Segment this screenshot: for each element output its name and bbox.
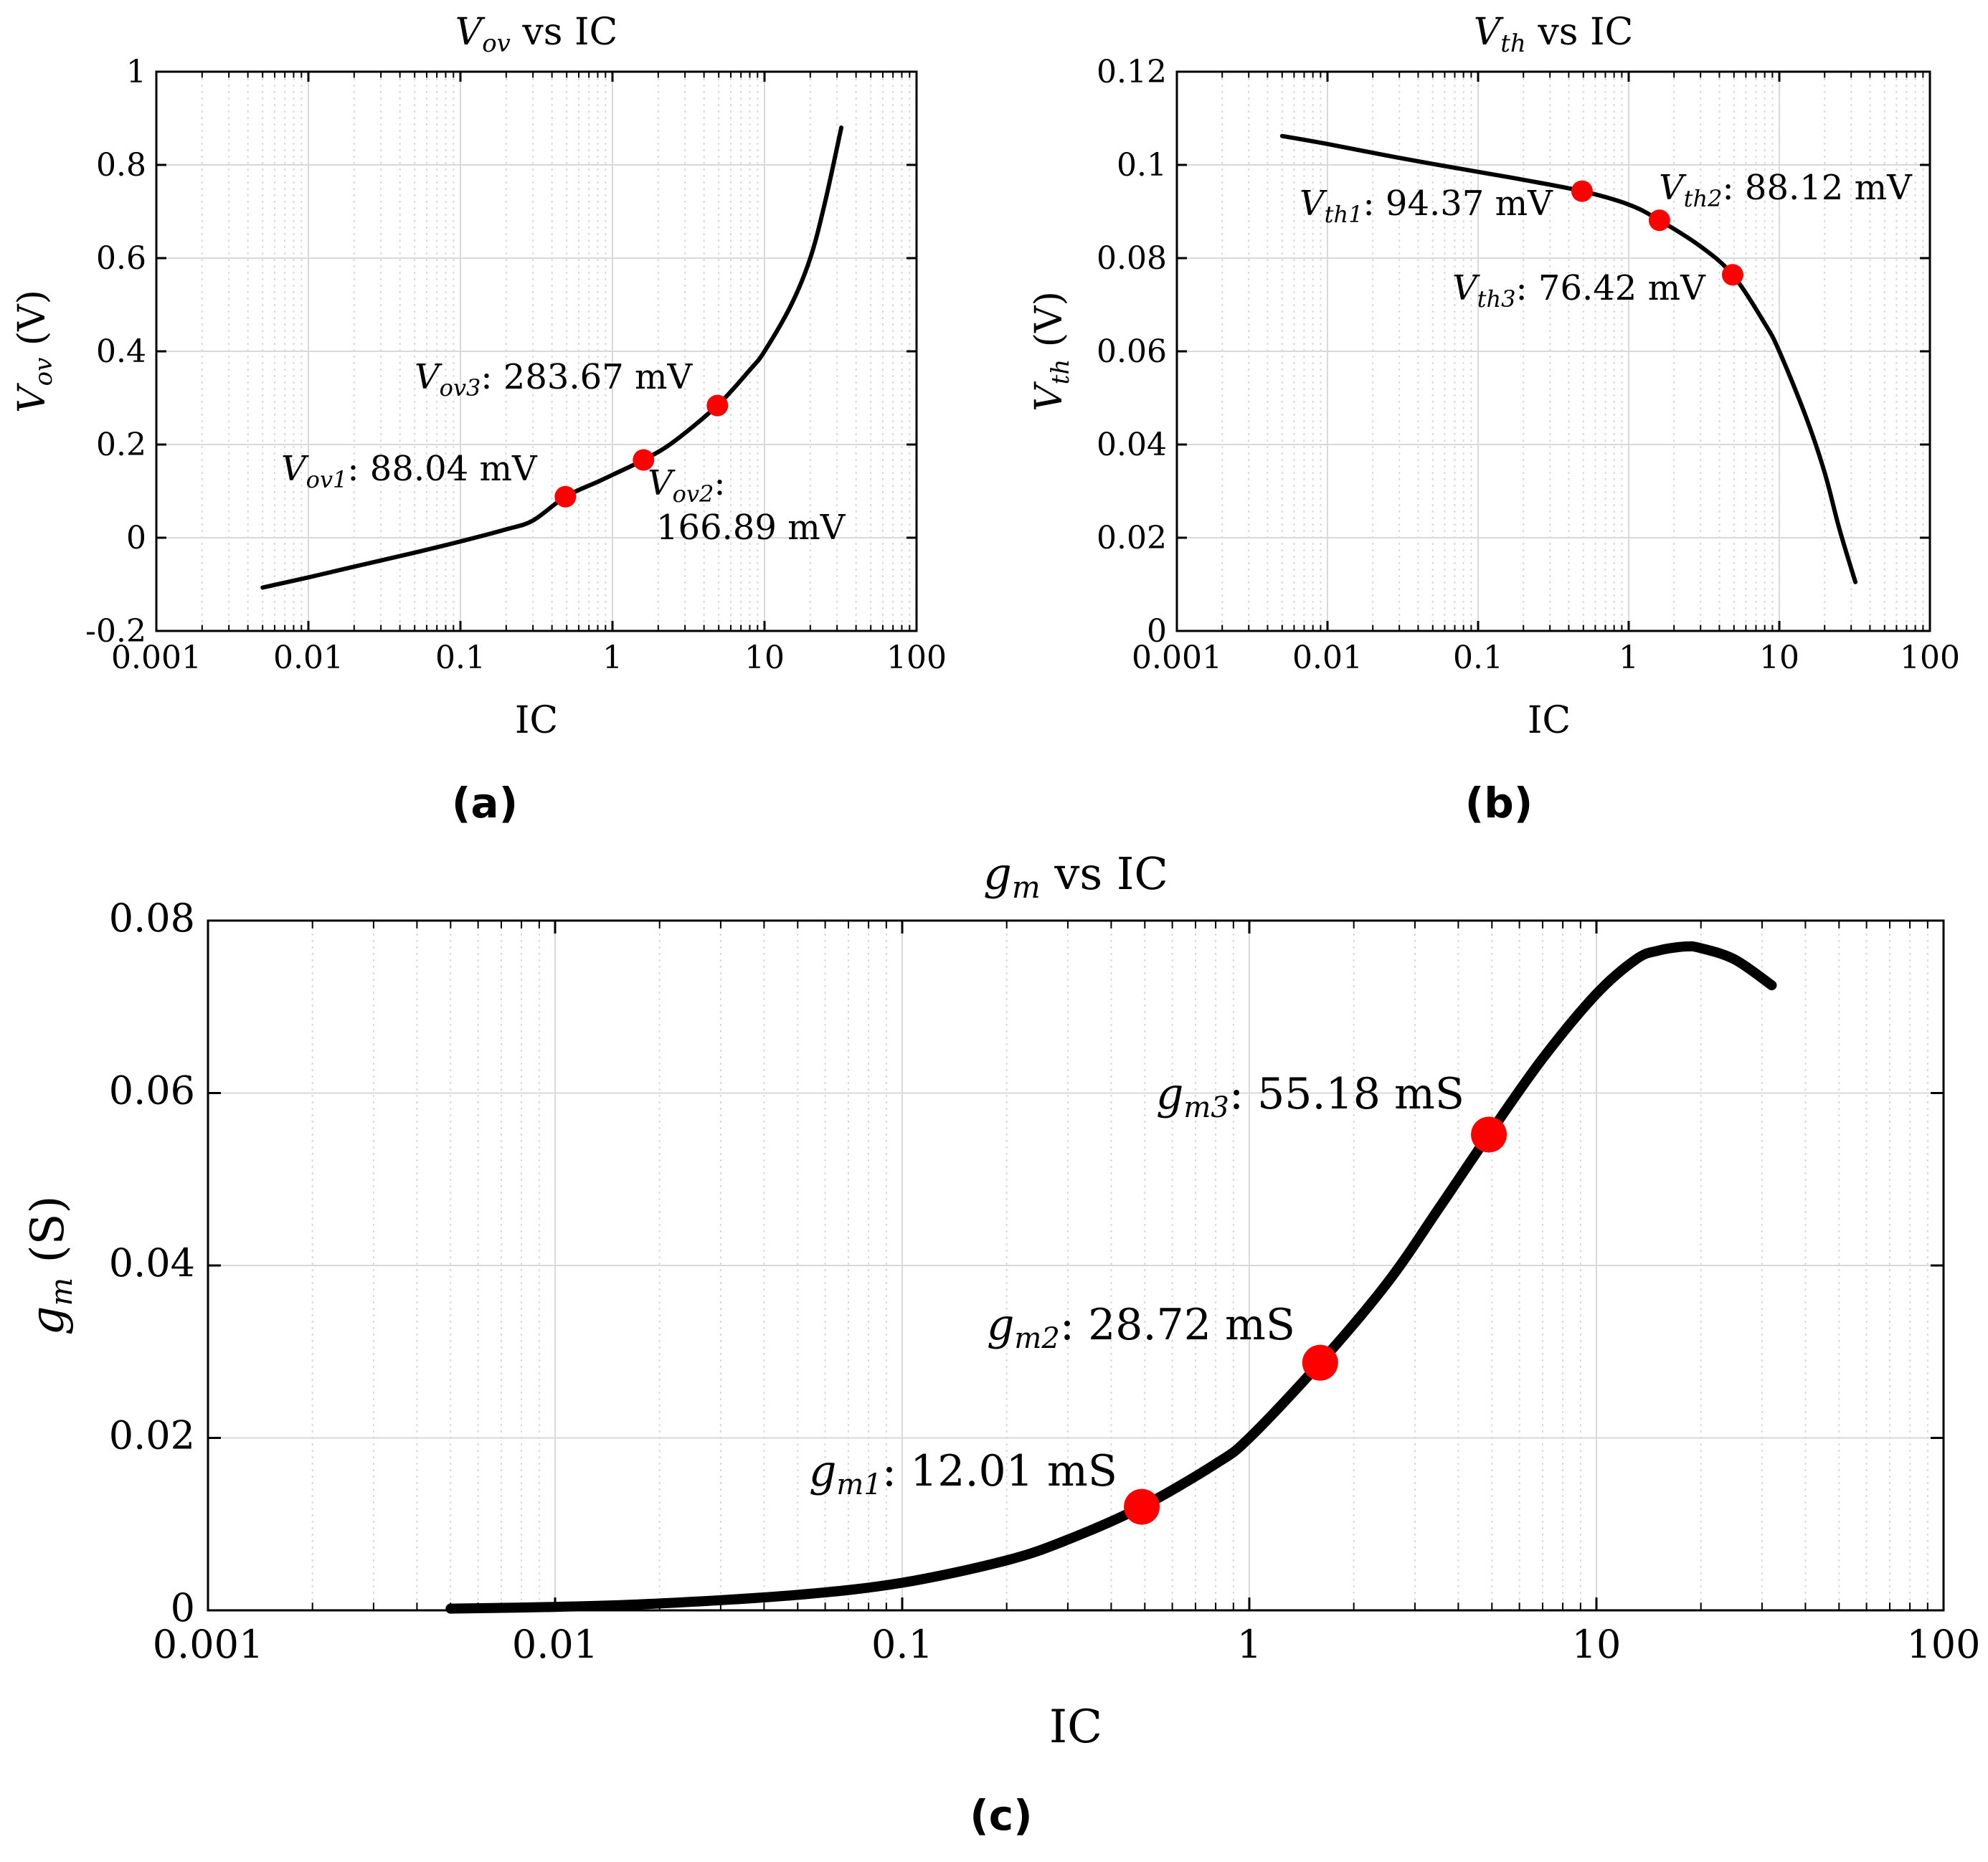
chart-a-ytick-label: 0.6 [96, 240, 146, 277]
chart-b-ytick-label: 0.08 [1097, 240, 1167, 277]
chart-c-annotation-1: gm1: 12.01 mS [809, 1446, 1117, 1501]
chart-a-xtick-label: 0.001 [111, 640, 202, 676]
chart-a: 0.001 0.01 0.1 1 10 100 -0.2 0 0.2 0.4 0.6 0.8 1 Vov… [11, 11, 947, 827]
chart-a-xtick-label: 10 [744, 640, 785, 676]
chart-c-ytick-label: 0.08 [109, 896, 195, 941]
chart-b-xtick-label: 100 [1900, 640, 1960, 676]
chart-c-title: gm vs IC [983, 847, 1168, 905]
chart-c-xtick-label: 0.1 [871, 1622, 933, 1667]
chart-a-annotation-3: Vov3: 283.67 mV [415, 357, 694, 402]
chart-c-xlabel: IC [1049, 1701, 1102, 1754]
chart-a-xlabel: IC [515, 699, 558, 742]
chart-a-xtick-label: 100 [886, 640, 947, 676]
chart-b-ytick-label: 0.02 [1097, 520, 1167, 556]
chart-a-panel-label: (a) [452, 779, 518, 827]
chart-a-ylabel: Vov (V) [11, 290, 58, 413]
chart-b-ticks: 0.001 0.01 0.1 1 10 100 0 0.02 0.04 0.06 0.08 0.1 0.… [1097, 54, 1960, 676]
chart-c-xtick-label: 100 [1906, 1622, 1980, 1667]
chart-c-series-line-gm [445, 941, 1777, 1614]
chart-b-grid [1176, 71, 1930, 632]
chart-a-ticks: 0.001 0.01 0.1 1 10 100 -0.2 0 0.2 0.4 0.6 0.8 1 [85, 54, 947, 676]
chart-a-data-point-2 [633, 449, 655, 471]
chart-b-ytick-label: 0.06 [1097, 333, 1167, 370]
chart-c-xtick-label: 10 [1572, 1622, 1622, 1667]
chart-a-ytick-label: 0.4 [96, 333, 146, 370]
chart-b-ytick-label: 0.12 [1097, 54, 1167, 90]
chart-a-ytick-label: 0.8 [96, 147, 146, 184]
chart-c-marks [445, 941, 1777, 1614]
chart-a-marks [260, 125, 844, 590]
chart-b-ytick-label: 0.04 [1097, 427, 1167, 463]
chart-a-annotation-1: Vov1: 88.04 mV [281, 449, 538, 493]
chart-c-annotation-2: gm2: 28.72 mS [987, 1300, 1295, 1355]
chart-a-grid [156, 71, 917, 632]
chart-c-ytick-label: 0.06 [109, 1068, 195, 1113]
chart-c-ytick-label: 0 [171, 1585, 195, 1630]
chart-c-data-point-3 [1471, 1116, 1507, 1153]
chart-b-title: Vth vs IC [1474, 11, 1634, 58]
chart-b-ytick-label: 0 [1147, 613, 1167, 650]
chart-a-ytick-label: 0 [126, 520, 146, 556]
chart-a-ytick-label: 1 [126, 54, 146, 90]
chart-b-xtick-label: 1 [1619, 640, 1639, 676]
chart-b-marks [1279, 133, 1858, 584]
chart-a-ytick-label: -0.2 [85, 613, 146, 650]
chart-c-ytick-label: 0.04 [109, 1240, 195, 1286]
chart-c-grid [207, 920, 1944, 1611]
chart-b-data-point-1 [1571, 180, 1593, 202]
chart-b-panel-label: (b) [1465, 779, 1533, 827]
chart-b-ylabel: Vth (V) [1028, 291, 1075, 412]
chart-c-xtick-label: 0.01 [512, 1622, 598, 1667]
chart-a-xtick-label: 0.1 [435, 640, 486, 676]
chart-c-annotation-3: gm3: 55.18 mS [1156, 1069, 1464, 1124]
chart-a-title: Vov vs IC [455, 11, 618, 58]
chart-b-xlabel: IC [1528, 699, 1571, 742]
chart-b-ytick-label: 0.1 [1117, 147, 1167, 184]
chart-b-annotation-1: Vth1: 94.37 mV [1300, 184, 1553, 228]
chart-c-ticks: 0.001 0.01 0.1 1 10 100 0 0.02 0.04 0.06 0.08 [109, 896, 1981, 1667]
chart-c-ytick-label: 0.02 [109, 1413, 195, 1458]
chart-c-data-point-1 [1124, 1488, 1160, 1525]
chart-b: 0.001 0.01 0.1 1 10 100 0 0.02 0.04 0.06 0.08 0.1 0.… [1028, 11, 1960, 827]
chart-b-series-line-Vth [1279, 133, 1858, 584]
chart-a-annotation-2: Vov2: [648, 463, 726, 508]
chart-b-xtick-label: 10 [1759, 640, 1799, 676]
chart-a-ytick-label: 0.2 [96, 427, 146, 463]
chart-a-xtick-label: 0.01 [273, 640, 344, 676]
chart-a-data-point-3 [706, 394, 729, 417]
chart-b-data-point-2 [1648, 209, 1670, 232]
chart-b-xtick-label: 0.1 [1453, 640, 1503, 676]
chart-b-annotation-3: Vth3: 76.42 mV [1452, 268, 1706, 313]
chart-c-xtick-label: 1 [1237, 1622, 1262, 1667]
chart-c-panel-label: (c) [970, 1791, 1032, 1840]
chart-b-annotation-2: Vth2: 88.12 mV [1659, 168, 1913, 212]
chart-c: 0.001 0.01 0.1 1 10 100 0 0.02 0.04 0.06 0.08 gm v… [22, 847, 1981, 1840]
chart-b-xtick-label: 0.001 [1132, 640, 1222, 676]
chart-c-data-point-2 [1302, 1344, 1338, 1381]
chart-c-ylabel: gm (S) [22, 1196, 79, 1336]
chart-a-xtick-label: 1 [602, 640, 623, 676]
chart-c-xtick-label: 0.001 [153, 1622, 264, 1667]
chart-b-data-point-3 [1721, 264, 1743, 286]
chart-a-data-point-1 [554, 485, 577, 508]
chart-a-annotation-2-value: 166.89 mV [656, 508, 846, 548]
chart-b-xtick-label: 0.01 [1292, 640, 1363, 676]
chart-a-series-line-Vov [260, 125, 844, 590]
